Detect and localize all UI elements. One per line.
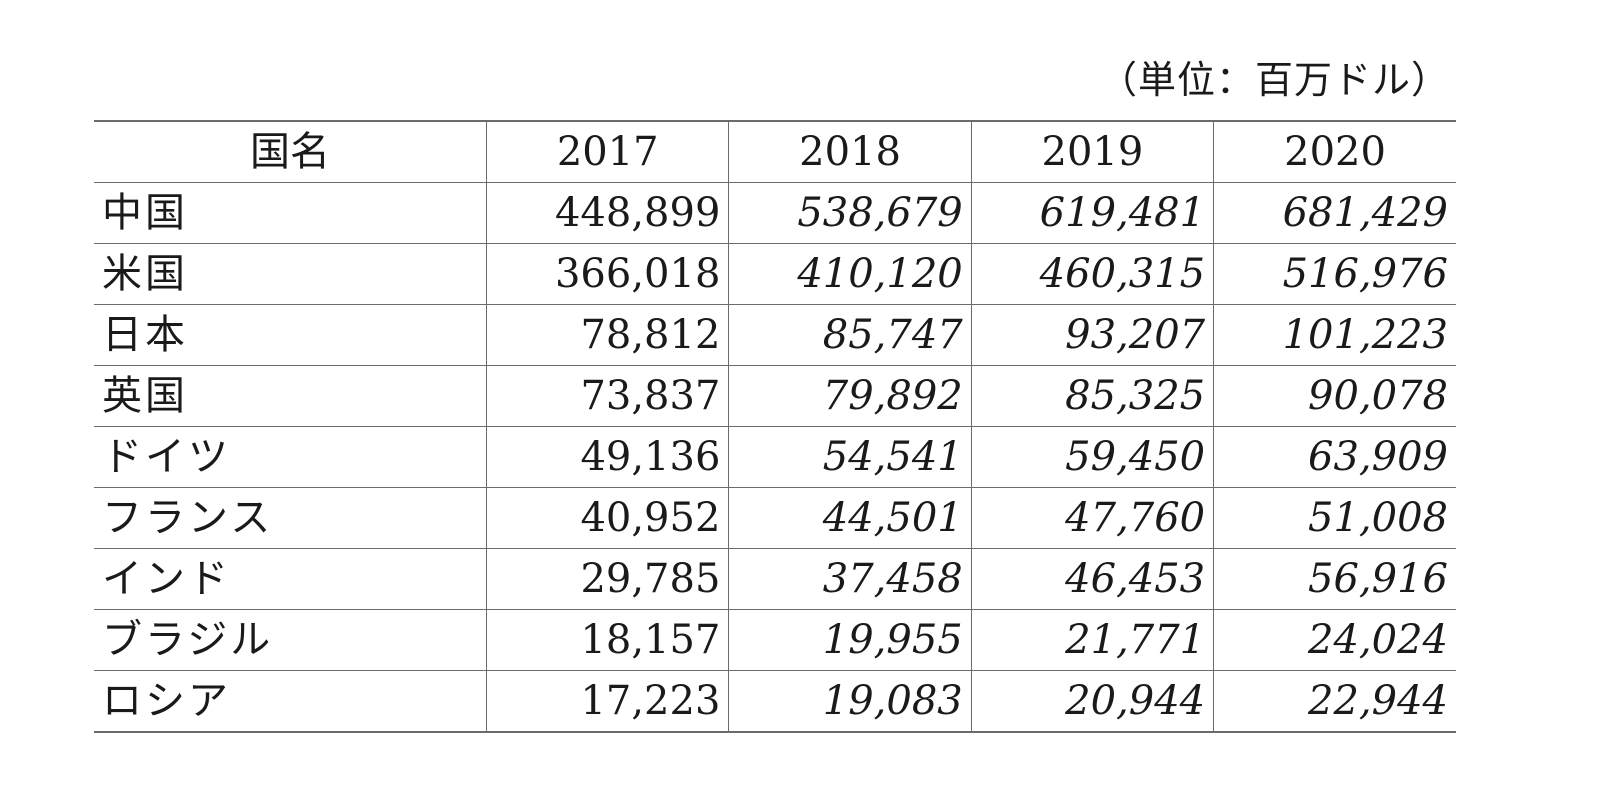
value-cell: 619,481 bbox=[970, 182, 1214, 244]
value-cell: 90,078 bbox=[1213, 365, 1456, 427]
value-cell: 40,952 bbox=[486, 487, 729, 549]
value-cell: 19,955 bbox=[728, 609, 972, 671]
value-cell: 681,429 bbox=[1213, 182, 1456, 244]
value-cell: 17,223 bbox=[486, 670, 729, 732]
value-cell: 51,008 bbox=[1213, 487, 1456, 549]
table-header: 国名 2017 2018 2019 2020 bbox=[94, 121, 1456, 183]
value-cell: 78,812 bbox=[486, 304, 729, 366]
unit-label: （単位：百万ドル） bbox=[1098, 58, 1450, 102]
country-name: ドイツ bbox=[102, 434, 231, 480]
value-cell: 85,747 bbox=[728, 304, 972, 366]
value-cell: 101,223 bbox=[1213, 304, 1456, 366]
value-cell: 37,458 bbox=[728, 548, 972, 610]
value-cell: 63,909 bbox=[1213, 426, 1456, 488]
value-cell: 93,207 bbox=[970, 304, 1214, 366]
value-cell: 59,450 bbox=[970, 426, 1214, 488]
value-cell: 46,453 bbox=[970, 548, 1214, 610]
value-cell: 538,679 bbox=[728, 182, 972, 244]
table-row: 日本 78,812 85,747 93,207 101,223 bbox=[94, 304, 1456, 366]
table-row: 英国 73,837 79,892 85,325 90,078 bbox=[94, 365, 1456, 427]
value-cell: 516,976 bbox=[1213, 243, 1456, 305]
country-name: フランス bbox=[102, 495, 274, 541]
value-cell: 49,136 bbox=[486, 426, 729, 488]
value-cell: 29,785 bbox=[486, 548, 729, 610]
table-row: ブラジル 18,157 19,955 21,771 24,024 bbox=[94, 609, 1456, 671]
table-body: 中国 448,899 538,679 619,481 681,429 米国 36… bbox=[94, 182, 1456, 732]
value-cell: 73,837 bbox=[486, 365, 729, 427]
header-country: 国名 bbox=[250, 129, 331, 175]
value-cell: 366,018 bbox=[486, 243, 729, 305]
value-cell: 79,892 bbox=[728, 365, 972, 427]
header-row: 国名 2017 2018 2019 2020 bbox=[94, 121, 1456, 183]
value-cell: 22,944 bbox=[1213, 670, 1456, 732]
table-row: 中国 448,899 538,679 619,481 681,429 bbox=[94, 182, 1456, 244]
value-cell: 410,120 bbox=[728, 243, 972, 305]
value-cell: 54,541 bbox=[728, 426, 972, 488]
table-row: ドイツ 49,136 54,541 59,450 63,909 bbox=[94, 426, 1456, 488]
value-cell: 18,157 bbox=[486, 609, 729, 671]
value-cell: 460,315 bbox=[970, 243, 1214, 305]
country-name: 英国 bbox=[102, 373, 188, 419]
table-row: インド 29,785 37,458 46,453 56,916 bbox=[94, 548, 1456, 610]
data-table: 国名 2017 2018 2019 2020 中国 448,899 538,67… bbox=[94, 120, 1456, 733]
header-year-2018: 2018 bbox=[728, 121, 972, 183]
value-cell: 20,944 bbox=[970, 670, 1214, 732]
value-cell: 44,501 bbox=[728, 487, 972, 549]
value-cell: 85,325 bbox=[970, 365, 1214, 427]
header-year-2020: 2020 bbox=[1213, 121, 1456, 183]
value-cell: 21,771 bbox=[970, 609, 1214, 671]
country-name: ロシア bbox=[102, 678, 231, 724]
country-name: 米国 bbox=[102, 251, 188, 297]
header-year-2019: 2019 bbox=[970, 121, 1214, 183]
country-name: インド bbox=[102, 556, 231, 602]
table-row: フランス 40,952 44,501 47,760 51,008 bbox=[94, 487, 1456, 549]
table-row: ロシア 17,223 19,083 20,944 22,944 bbox=[94, 670, 1456, 732]
country-name: 日本 bbox=[102, 312, 188, 358]
country-name: 中国 bbox=[102, 190, 188, 236]
header-year-2017: 2017 bbox=[486, 121, 729, 183]
country-name: ブラジル bbox=[102, 617, 274, 663]
value-cell: 47,760 bbox=[970, 487, 1214, 549]
table-row: 米国 366,018 410,120 460,315 516,976 bbox=[94, 243, 1456, 305]
value-cell: 56,916 bbox=[1213, 548, 1456, 610]
value-cell: 448,899 bbox=[486, 182, 729, 244]
value-cell: 19,083 bbox=[728, 670, 972, 732]
value-cell: 24,024 bbox=[1213, 609, 1456, 671]
